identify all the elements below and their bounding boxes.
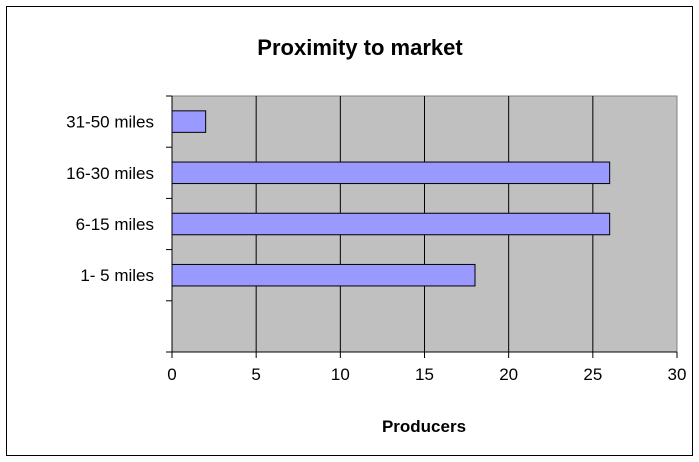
x-tick-label: 5 [251, 365, 260, 384]
tick-labels: 0 5 10 15 20 25 30 [167, 365, 686, 384]
x-tick-label: 30 [668, 365, 687, 384]
category-label: 1- 5 miles [80, 266, 154, 285]
x-axis-title: Producers [382, 417, 466, 436]
category-label: 16-30 miles [66, 164, 154, 183]
category-labels: 31-50 miles 16-30 miles 6-15 miles 1- 5 mil… [66, 113, 154, 286]
axes [166, 95, 678, 358]
category-label: 31-50 miles [66, 113, 154, 132]
chart-title: Proximity to market [257, 35, 463, 60]
x-tick-label: 0 [167, 365, 176, 384]
category-label: 6-15 miles [76, 215, 154, 234]
x-tick-label: 15 [415, 365, 434, 384]
bar [171, 263, 476, 287]
x-tick-label: 20 [499, 365, 518, 384]
x-tick-label: 10 [331, 365, 350, 384]
bar [171, 212, 611, 236]
x-tick-label: 25 [583, 365, 602, 384]
bar [171, 110, 207, 133]
bar [171, 161, 611, 185]
